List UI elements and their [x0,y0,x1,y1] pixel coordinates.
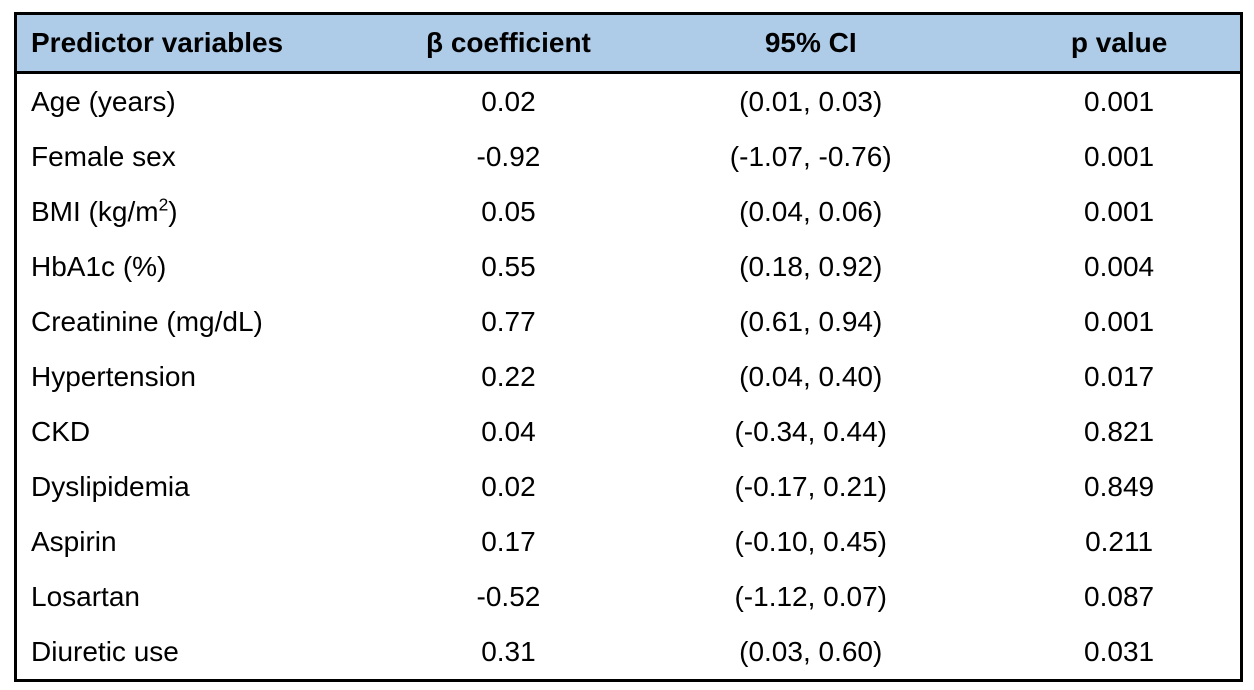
cell-beta-coefficient: 0.55 [481,250,536,282]
table-row: Diuretic use 0.31 (0.03, 0.60) 0.031 [16,624,1242,681]
cell-95-ci: (-0.34, 0.44) [734,415,887,447]
table-row: Creatinine (mg/dL) 0.77 (0.61, 0.94) 0.0… [16,294,1242,349]
cell-p-value: 0.821 [1084,415,1155,447]
cell-predictor: Female sex [31,140,176,172]
cell-95-ci: (0.01, 0.03) [739,85,883,117]
cell-95-ci: (0.61, 0.94) [739,305,883,337]
cell-p-value: 0.001 [1084,305,1155,337]
cell-beta-coefficient: 0.17 [481,525,536,557]
cell-beta-coefficient: 0.04 [481,415,536,447]
cell-beta-coefficient: 0.02 [481,470,536,502]
cell-95-ci: (-0.10, 0.45) [734,525,887,557]
cell-beta-coefficient: 0.31 [481,635,536,667]
cell-beta-coefficient: -0.52 [476,580,541,612]
cell-p-value: 0.031 [1084,635,1155,667]
table-row: CKD 0.04 (-0.34, 0.44) 0.821 [16,404,1242,459]
cell-predictor: Aspirin [31,525,117,557]
cell-predictor: Losartan [31,580,140,612]
table-row: Hypertension 0.22 (0.04, 0.40) 0.017 [16,349,1242,404]
cell-beta-coefficient: 0.22 [481,360,536,392]
cell-beta-coefficient: 0.05 [481,195,536,227]
table-row: Age (years) 0.02 (0.01, 0.03) 0.001 [16,73,1242,130]
cell-predictor: Age (years) [31,85,176,117]
table-row: Dyslipidemia 0.02 (-0.17, 0.21) 0.849 [16,459,1242,514]
table-row: Aspirin 0.17 (-0.10, 0.45) 0.211 [16,514,1242,569]
cell-p-value: 0.004 [1084,250,1155,282]
cell-p-value: 0.087 [1084,580,1155,612]
cell-predictor: Diuretic use [31,635,179,667]
cell-95-ci: (0.03, 0.60) [739,635,883,667]
header-beta-coefficient: β coefficient [393,13,624,74]
cell-95-ci: (0.04, 0.06) [739,195,883,227]
cell-predictor: Creatinine (mg/dL) [31,305,263,337]
cell-95-ci: (-0.17, 0.21) [734,470,887,502]
cell-beta-coefficient: 0.77 [481,305,536,337]
table-row: BMI (kg/m2) 0.05 (0.04, 0.06) 0.001 [16,184,1242,239]
cell-95-ci: (-1.07, -0.76) [729,140,892,172]
header-predictor-variables: Predictor variables [15,13,394,74]
table-body: Age (years) 0.02 (0.01, 0.03) 0.001 Fema… [16,73,1242,681]
header-95-ci: 95% CI [623,13,999,74]
cell-95-ci: (-1.12, 0.07) [734,580,887,612]
cell-p-value: 0.001 [1084,195,1155,227]
table-header: Predictor variables β coefficient 95% CI… [15,13,1242,74]
cell-95-ci: (0.18, 0.92) [739,250,883,282]
cell-p-value: 0.001 [1084,85,1155,117]
regression-results-table: Predictor variables β coefficient 95% CI… [14,12,1243,682]
cell-predictor: CKD [31,415,91,447]
cell-predictor: Hypertension [31,360,196,392]
header-p-value: p value [998,13,1242,74]
cell-p-value: 0.001 [1084,140,1155,172]
table-row: HbA1c (%) 0.55 (0.18, 0.92) 0.004 [16,239,1242,294]
cell-p-value: 0.849 [1084,470,1155,502]
cell-beta-coefficient: 0.02 [481,85,536,117]
cell-predictor: BMI (kg/m2) [31,194,178,227]
table-row: Female sex -0.92 (-1.07, -0.76) 0.001 [16,129,1242,184]
cell-predictor: Dyslipidemia [31,470,190,502]
table-row: Losartan -0.52 (-1.12, 0.07) 0.087 [16,569,1242,624]
cell-95-ci: (0.04, 0.40) [739,360,883,392]
cell-p-value: 0.211 [1085,525,1154,557]
cell-predictor: HbA1c (%) [31,250,167,282]
cell-beta-coefficient: -0.92 [476,140,541,172]
table-header-row: Predictor variables β coefficient 95% CI… [15,13,1242,74]
cell-p-value: 0.017 [1084,360,1155,392]
